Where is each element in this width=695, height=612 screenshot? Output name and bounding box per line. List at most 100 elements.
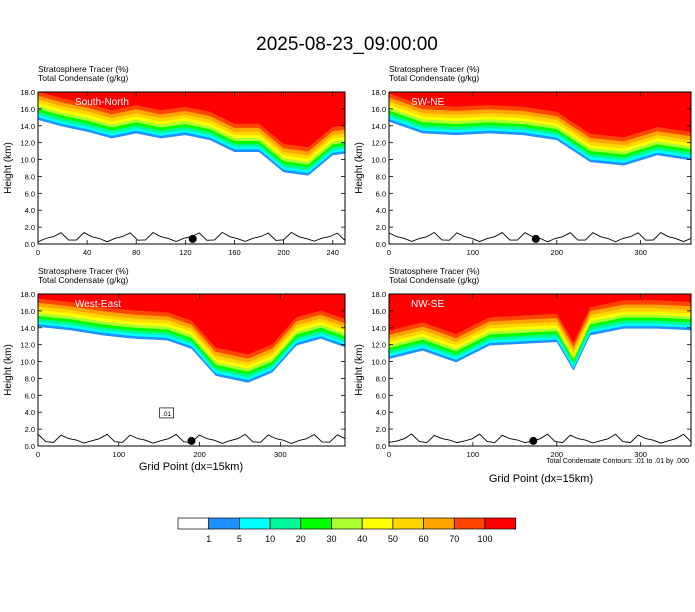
y-tick-label: 16.0 xyxy=(20,307,35,316)
y-tick-label: 8.0 xyxy=(376,172,386,181)
colorbar-swatch xyxy=(453,517,486,530)
x-tick-label: 200 xyxy=(551,450,564,459)
tracer-bands xyxy=(38,294,345,383)
x-tick-label: 40 xyxy=(83,248,91,257)
y-tick-label: 8.0 xyxy=(25,172,35,181)
y-tick-label: 2.0 xyxy=(25,425,35,434)
terrain-line xyxy=(389,231,691,243)
x-axis-label-left: Grid Point (dx=15km) xyxy=(139,461,243,473)
y-tick-label: 6.0 xyxy=(376,189,386,198)
y-tick-label: 6.0 xyxy=(25,189,35,198)
panel-nw-se: 0.0 2.0 4.0 6.0 8.0 10.0 12.0 14.0 16.0 18.0 0 100 2… xyxy=(354,266,692,459)
x-tick-label: 200 xyxy=(551,248,564,257)
location-marker xyxy=(188,234,197,243)
y-tick-label: 14.0 xyxy=(371,324,386,333)
y-tick-label: 0.0 xyxy=(376,240,386,249)
x-tick-label: 80 xyxy=(132,248,140,257)
colorbar-label: 40 xyxy=(357,534,367,544)
panel-header-condensate: Total Condensate (g/kg) xyxy=(389,73,479,83)
colorbar-swatch xyxy=(484,517,517,530)
x-tick-label: 0 xyxy=(36,450,40,459)
x-axis-label-right: Grid Point (dx=15km) xyxy=(489,473,593,485)
y-axis-label: Height (km) xyxy=(3,344,14,396)
x-tick-label: 0 xyxy=(387,248,391,257)
y-axis-label: Height (km) xyxy=(354,344,365,396)
y-tick-label: 4.0 xyxy=(25,206,35,215)
contour-label: .01 xyxy=(162,411,171,418)
y-tick-label: 10.0 xyxy=(20,156,35,165)
panels: 0.0 2.0 4.0 6.0 8.0 10.0 12.0 14.0 16.0 18.0 0 40 80… xyxy=(3,64,692,459)
colorbar-swatch xyxy=(423,517,455,530)
x-tick-label: 100 xyxy=(467,450,480,459)
figure-title: 2025-08-23_09:00:00 xyxy=(256,34,438,55)
y-tick-label: 14.0 xyxy=(371,122,386,131)
y-tick-label: 0.0 xyxy=(25,442,35,451)
tracer-band-100 xyxy=(389,92,691,138)
y-tick-label: 8.0 xyxy=(25,374,35,383)
x-tick-label: 300 xyxy=(274,450,287,459)
y-tick-label: 2.0 xyxy=(376,425,386,434)
colorbar-label: 30 xyxy=(326,534,336,544)
y-tick-label: 16.0 xyxy=(20,105,35,114)
x-tick-label: 300 xyxy=(634,248,647,257)
colorbar-swatch xyxy=(177,517,210,530)
panel-header-tracer: Stratosphere Tracer (%) xyxy=(38,266,129,276)
y-axis-label: Height (km) xyxy=(354,142,365,194)
panel-label: South-North xyxy=(75,97,129,108)
x-tick-label: 0 xyxy=(36,248,40,257)
colorbar-label: 20 xyxy=(296,534,306,544)
panel-header-condensate: Total Condensate (g/kg) xyxy=(389,275,479,285)
colorbar-label: 50 xyxy=(388,534,398,544)
tracer-band-100 xyxy=(38,92,345,148)
y-tick-label: 12.0 xyxy=(20,139,35,148)
colorbar-swatch xyxy=(300,517,332,530)
y-axis-label: Height (km) xyxy=(3,142,14,194)
plot-frame xyxy=(37,293,346,447)
x-tick-label: 0 xyxy=(387,450,391,459)
panel-label: SW-NE xyxy=(411,97,444,108)
y-tick-label: 18.0 xyxy=(20,88,35,97)
x-tick-label: 240 xyxy=(326,248,339,257)
y-tick-label: 18.0 xyxy=(20,290,35,299)
y-tick-label: 16.0 xyxy=(371,105,386,114)
location-marker xyxy=(187,436,196,445)
x-tick-label: 200 xyxy=(193,450,206,459)
x-tick-label: 200 xyxy=(277,248,290,257)
panel-west-east: 0.0 2.0 4.0 6.0 8.0 10.0 12.0 14.0 16.0 18.0 0 100 2… xyxy=(3,266,346,459)
x-tick-label: 300 xyxy=(634,450,647,459)
tracer-bands xyxy=(389,92,691,166)
panel-header-condensate: Total Condensate (g/kg) xyxy=(38,73,128,83)
panel-sw-ne: 0.0 2.0 4.0 6.0 8.0 10.0 12.0 14.0 16.0 18.0 0 100 2… xyxy=(354,64,692,257)
colorbar-swatch xyxy=(392,517,424,530)
y-tick-label: 4.0 xyxy=(376,408,386,417)
plot-frame xyxy=(388,91,692,245)
contour-label-box xyxy=(159,407,174,419)
colorbar-label: 10 xyxy=(265,534,275,544)
terrain-line xyxy=(389,433,691,444)
y-tick-label: 14.0 xyxy=(20,324,35,333)
colorbar-label: 70 xyxy=(449,534,459,544)
y-tick-label: 10.0 xyxy=(371,358,386,367)
y-tick-label: 18.0 xyxy=(371,88,386,97)
x-tick-label: 160 xyxy=(228,248,241,257)
plot-frame xyxy=(388,293,692,447)
panel-header-tracer: Stratosphere Tracer (%) xyxy=(389,64,480,74)
panel-header-condensate: Total Condensate (g/kg) xyxy=(38,275,128,285)
y-tick-label: 10.0 xyxy=(371,156,386,165)
x-tick-label: 100 xyxy=(467,248,480,257)
colorbar-label: 100 xyxy=(477,534,492,544)
y-tick-label: 16.0 xyxy=(371,307,386,316)
tracer-bands xyxy=(389,294,691,371)
y-tick-label: 4.0 xyxy=(376,206,386,215)
x-tick-label: 120 xyxy=(179,248,192,257)
tracer-band-100 xyxy=(38,294,345,355)
y-tick-label: 2.0 xyxy=(25,223,35,232)
y-tick-label: 12.0 xyxy=(20,341,35,350)
y-tick-label: 2.0 xyxy=(376,223,386,232)
location-marker xyxy=(529,436,538,445)
y-tick-label: 6.0 xyxy=(376,391,386,400)
contour-note: Total Condensate Contours: .01 to .01 by… xyxy=(546,458,689,465)
y-tick-label: 12.0 xyxy=(371,139,386,148)
plot-frame xyxy=(37,91,346,245)
